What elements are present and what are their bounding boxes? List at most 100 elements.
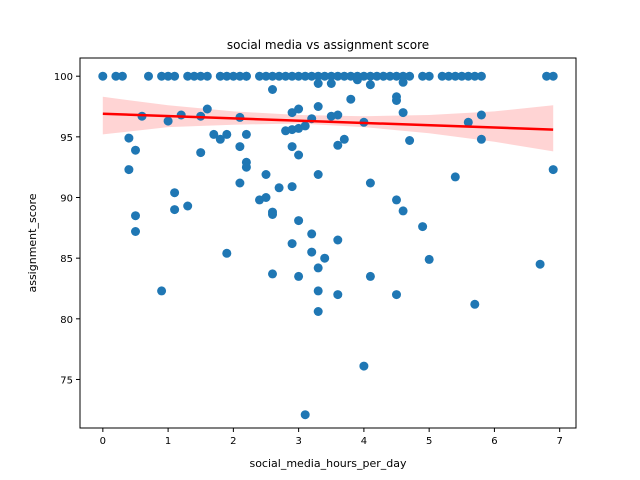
y-tick-label: 100 (54, 72, 73, 83)
data-point (372, 71, 382, 81)
data-point (333, 140, 343, 150)
data-point (359, 361, 369, 371)
data-point (535, 259, 545, 269)
data-point (307, 229, 317, 239)
data-point (294, 216, 304, 226)
data-point (235, 71, 245, 81)
data-point (131, 227, 140, 236)
data-point (241, 129, 251, 139)
x-tick-label: 2 (230, 436, 236, 447)
data-point (287, 182, 297, 192)
data-point (287, 71, 297, 81)
data-point (202, 71, 212, 81)
data-point (124, 165, 134, 175)
data-point (131, 211, 140, 221)
data-point (255, 71, 264, 81)
y-axis-label: assignment_score (26, 193, 39, 292)
confidence-band (102, 96, 554, 152)
data-point (196, 148, 206, 158)
data-point (170, 188, 180, 198)
y-tick-label: 80 (60, 315, 73, 326)
data-point (261, 193, 271, 202)
data-point (313, 307, 323, 316)
data-point (222, 248, 232, 258)
data-point (398, 206, 408, 216)
x-tick-label: 7 (556, 436, 562, 447)
data-point (98, 71, 108, 81)
data-point (183, 71, 193, 81)
data-point (241, 162, 251, 172)
data-point (183, 201, 193, 211)
data-point (346, 71, 356, 81)
data-point (457, 71, 467, 81)
data-point (157, 71, 167, 81)
data-point (379, 71, 388, 81)
data-point (398, 108, 408, 118)
data-point (202, 104, 212, 114)
data-point (548, 165, 558, 175)
data-point (268, 269, 277, 279)
data-point (294, 271, 304, 281)
data-point (111, 71, 121, 81)
data-point (333, 235, 343, 245)
x-axis-label: social_media_hours_per_day (249, 457, 407, 470)
data-point (398, 77, 408, 87)
data-points-layer (98, 71, 558, 420)
data-point (548, 71, 558, 81)
data-point (300, 71, 310, 81)
data-point (346, 94, 356, 104)
x-axis: 0 1 2 3 4 5 6 7 (100, 428, 563, 447)
data-point (437, 71, 447, 81)
data-point (313, 170, 323, 179)
data-point (470, 71, 480, 81)
data-point (365, 271, 375, 281)
data-point (463, 117, 473, 127)
data-point (365, 71, 375, 81)
data-point (170, 205, 180, 215)
data-point (163, 71, 173, 81)
x-tick-label: 5 (426, 436, 432, 447)
data-point (339, 71, 349, 81)
y-tick-label: 75 (60, 375, 73, 386)
chart-title: social media vs assignment score (227, 38, 429, 52)
data-point (196, 71, 206, 81)
data-point (300, 121, 310, 131)
data-point (405, 71, 415, 81)
data-point (313, 71, 323, 81)
data-point (476, 110, 486, 120)
data-point (215, 134, 225, 144)
data-point (215, 71, 225, 81)
data-point (117, 71, 127, 81)
x-tick-label: 4 (361, 436, 367, 447)
y-tick-label: 95 (60, 133, 73, 144)
data-point (326, 71, 336, 81)
regression-line-layer (102, 112, 554, 131)
data-point (157, 286, 167, 296)
data-point (542, 71, 552, 81)
data-point (268, 210, 277, 219)
data-point (313, 79, 323, 88)
data-point (313, 263, 323, 273)
data-point (241, 71, 251, 81)
data-point (365, 80, 375, 90)
data-point (463, 71, 473, 81)
data-point (476, 134, 486, 144)
data-point (333, 110, 343, 120)
data-point (307, 71, 317, 81)
data-point (287, 239, 297, 249)
x-tick-label: 3 (295, 436, 301, 447)
data-point (365, 178, 375, 188)
y-axis: 75 80 85 90 95 100 (54, 72, 80, 386)
data-point (189, 71, 199, 81)
data-point (392, 71, 401, 81)
data-point (300, 410, 310, 420)
data-point (268, 71, 277, 81)
data-point (320, 253, 330, 263)
x-tick-label: 1 (165, 436, 171, 447)
data-point (418, 71, 428, 81)
data-point (405, 136, 415, 145)
data-point (392, 290, 401, 300)
data-point (333, 71, 343, 81)
data-point (170, 71, 180, 81)
